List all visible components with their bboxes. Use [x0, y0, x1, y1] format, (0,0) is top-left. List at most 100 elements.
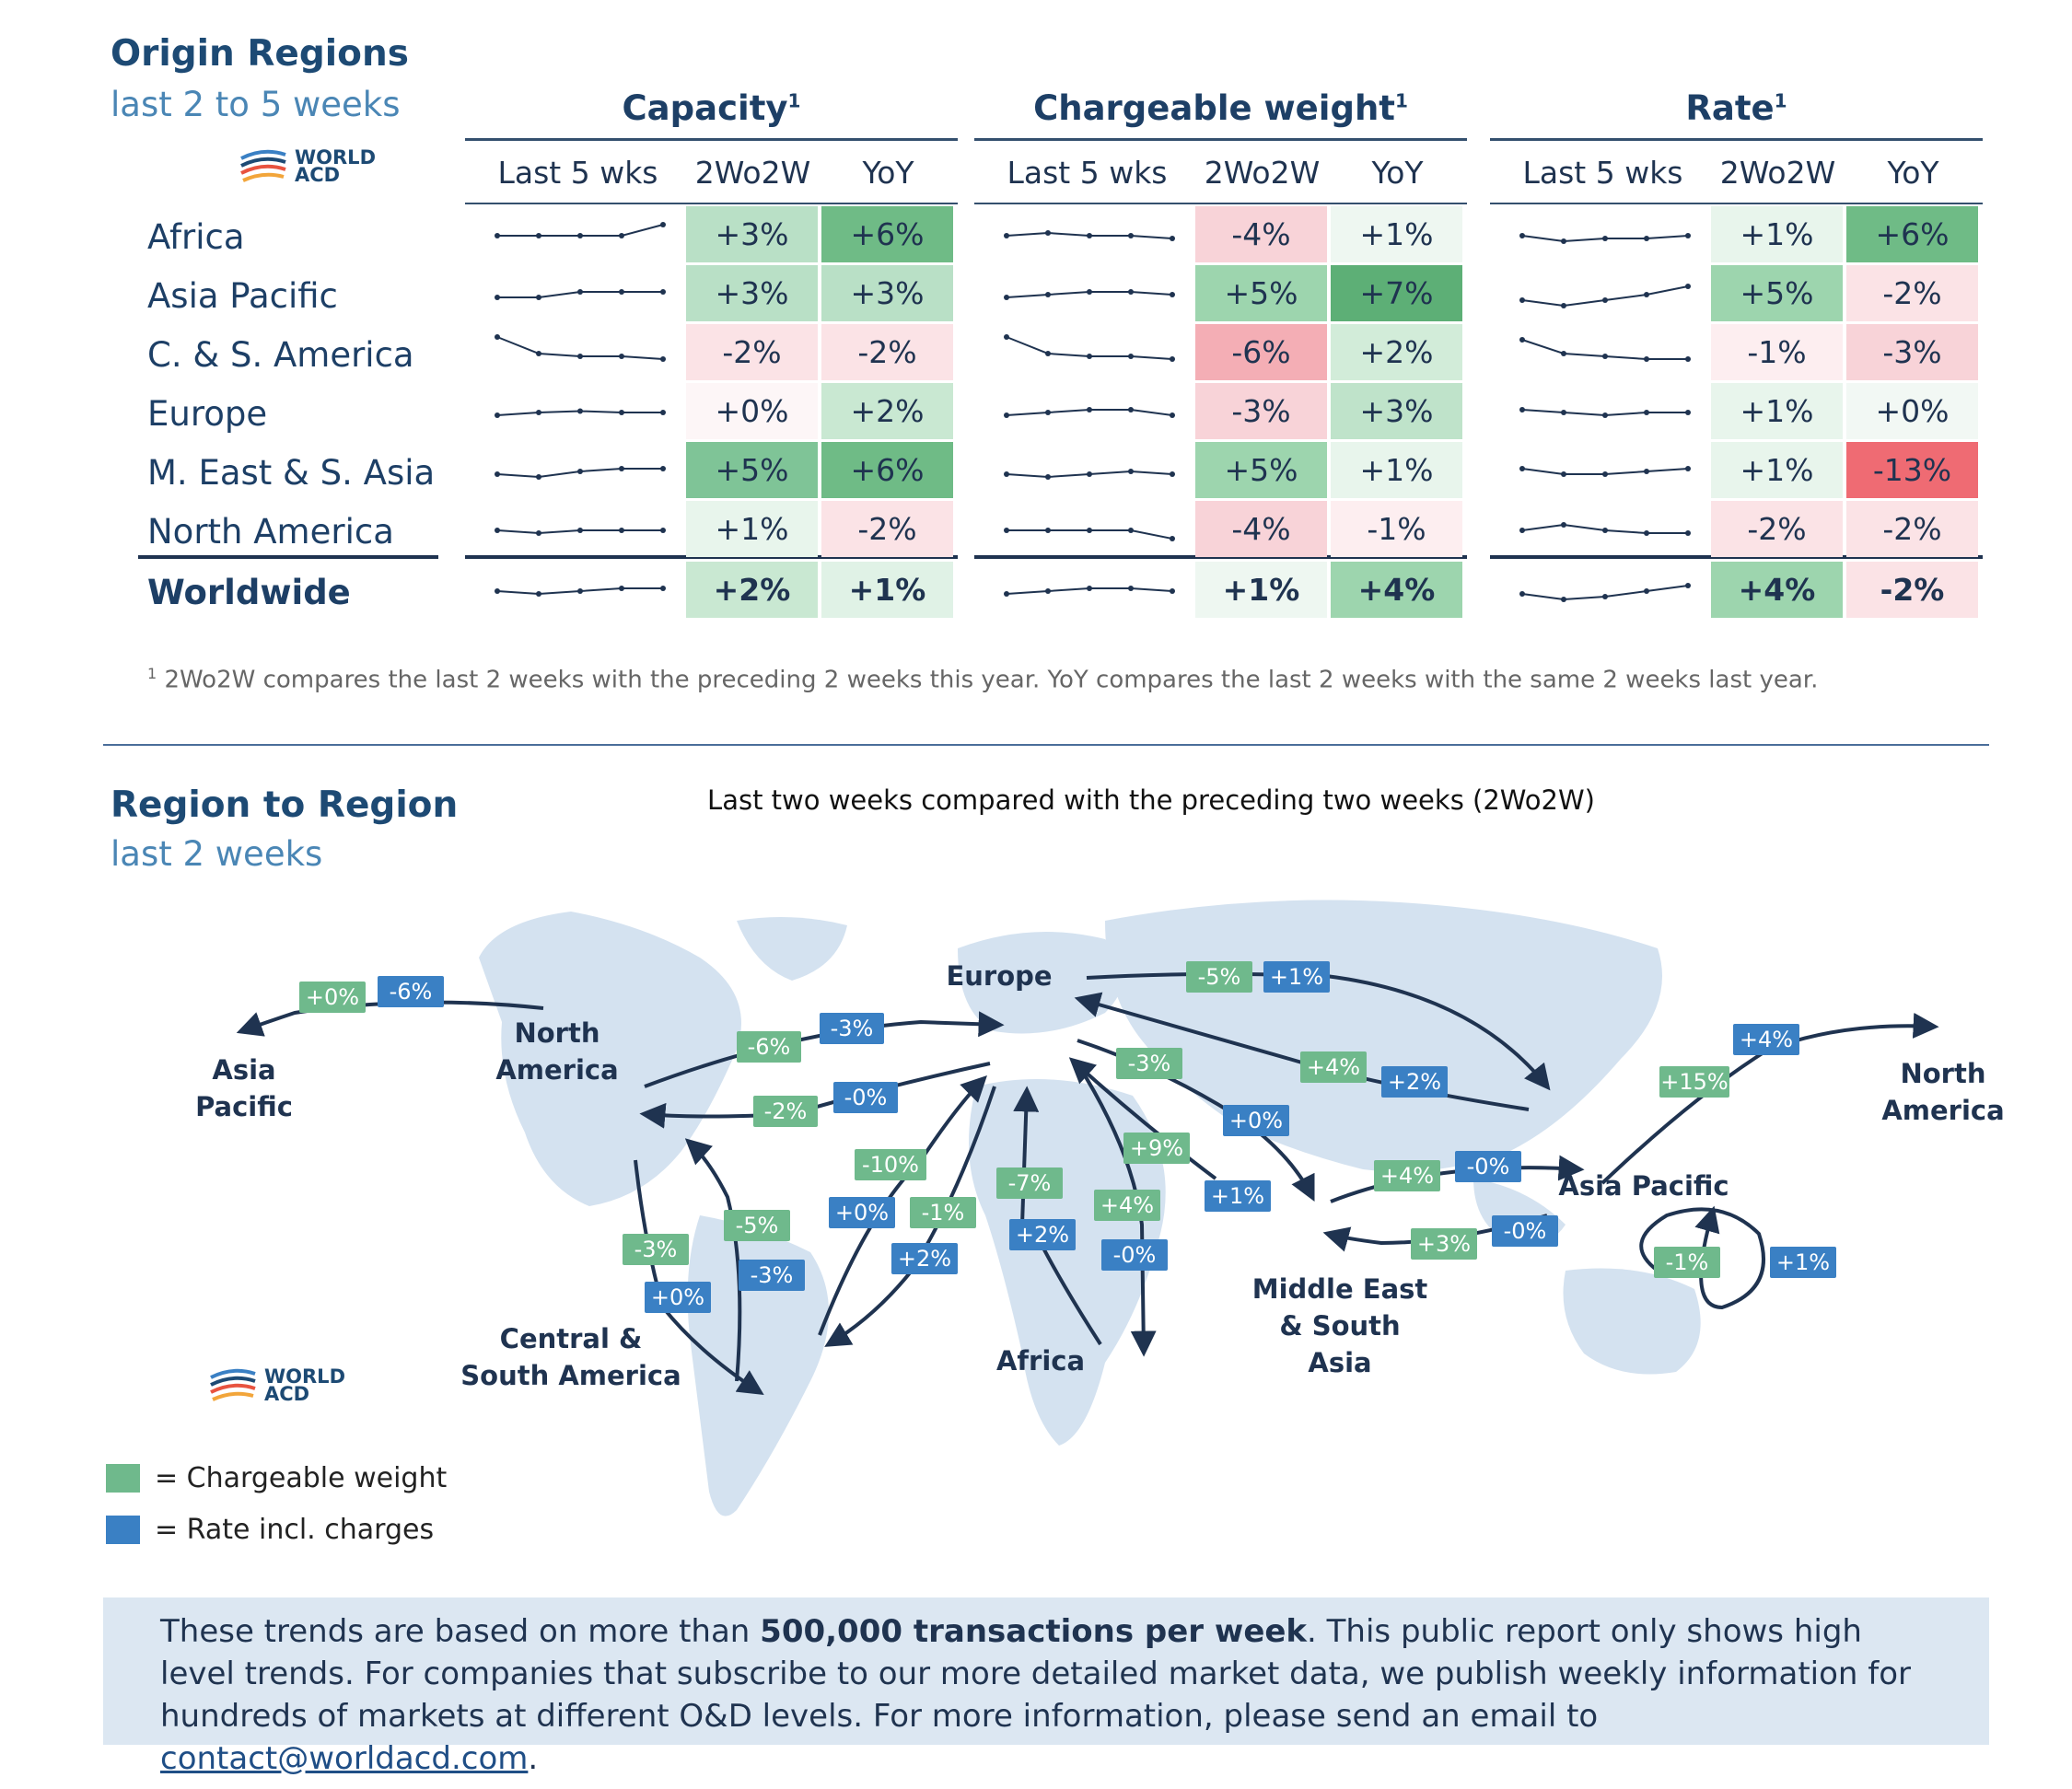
sparkline-point — [1087, 354, 1092, 359]
sparkline — [495, 334, 666, 362]
sparkline-point — [1128, 354, 1134, 359]
sparkline-point — [1644, 236, 1649, 241]
sparkline-point — [495, 588, 500, 594]
sparkline-point — [495, 471, 500, 477]
value-cell: +3% — [1331, 383, 1462, 439]
tag-chargeable-weight: -5% — [724, 1210, 790, 1241]
tag-rate: -3% — [820, 1013, 884, 1044]
info-bold: 500,000 transactions per week — [760, 1613, 1308, 1650]
sparkline-point — [660, 222, 666, 227]
sparkline-point — [1644, 356, 1649, 362]
header-line — [1490, 203, 1983, 204]
tag-rate: +0% — [645, 1282, 711, 1313]
value-cell: +3% — [686, 206, 818, 262]
value-cell: -3% — [1195, 383, 1327, 439]
col-header-2wo2w: 2Wo2W — [694, 155, 811, 191]
sparkline-point — [619, 466, 624, 471]
row-label-africa: Africa — [147, 217, 245, 257]
sparkline-point — [536, 233, 541, 238]
email-link[interactable]: contact@worldacd.com — [160, 1740, 529, 1777]
col-header-2wo2w: 2Wo2W — [1204, 155, 1321, 191]
worldacd-logo: WORLD ACD — [238, 145, 376, 192]
value-cell: +0% — [686, 383, 818, 439]
tag-chargeable-weight: -1% — [1654, 1247, 1720, 1278]
worldacd-logo-map: WORLD ACD — [207, 1365, 345, 1411]
sparkline-point — [619, 354, 624, 359]
legend-label-chargeable-weight: = Chargeable weight — [155, 1462, 448, 1494]
sparkline-point — [495, 412, 500, 418]
tag-rate: -0% — [1101, 1239, 1168, 1271]
worldwide-separator — [138, 555, 438, 559]
arrow-meast-to-ap — [1330, 1155, 1585, 1203]
sparkline — [1519, 337, 1691, 362]
arrow-intra-ap — [1639, 1205, 1765, 1310]
sparkline-point — [1519, 466, 1525, 471]
row-label-north-america: North America — [147, 512, 394, 552]
tag-rate: +4% — [1733, 1024, 1799, 1055]
tag-rate: +1% — [1205, 1180, 1271, 1212]
value-cell: +3% — [686, 265, 818, 321]
value-cell: -6% — [1195, 324, 1327, 380]
origin-subtitle: last 2 to 5 weeks — [111, 85, 401, 124]
value-cell: +1% — [821, 562, 953, 618]
value-cell: -4% — [1195, 501, 1327, 557]
sparkline — [1004, 289, 1175, 300]
tag-chargeable-weight: -3% — [1116, 1048, 1182, 1079]
value-cell: -2% — [1846, 501, 1978, 557]
value-cell: +6% — [1846, 206, 1978, 262]
row-label-meast-sasia: M. East & S. Asia — [147, 453, 436, 493]
sparkline-point — [1602, 236, 1608, 241]
header-line — [974, 203, 1467, 204]
group-line — [974, 138, 1467, 141]
row-label-asia-pacific: Asia Pacific — [147, 276, 338, 316]
sparkline-point — [1004, 295, 1009, 300]
sparkline-point — [1685, 284, 1691, 289]
sparkline — [495, 222, 666, 238]
col-header-yoy: YoY — [862, 155, 914, 191]
tag-rate: +1% — [1263, 961, 1330, 993]
sparkline-point — [1087, 586, 1092, 591]
sparkline-point — [1561, 471, 1566, 477]
tag-rate: +2% — [891, 1243, 958, 1274]
sparkline-point — [1644, 469, 1649, 474]
row-label-worldwide: Worldwide — [147, 573, 351, 612]
map-label-asia-pacific: Asia Pacific — [1558, 1170, 1729, 1202]
sparkline-point — [1685, 466, 1691, 471]
map-label-middle-east: Middle East & South Asia — [1251, 1273, 1428, 1378]
sparkline-point — [536, 474, 541, 480]
sparkline-point — [1644, 588, 1649, 594]
col-header-last5: Last 5 wks — [497, 155, 658, 191]
sparkline — [1004, 528, 1175, 541]
sparkline-point — [536, 295, 541, 300]
tag-chargeable-weight: -3% — [623, 1234, 689, 1265]
value-cell: +1% — [1711, 206, 1843, 262]
value-cell: +2% — [821, 383, 953, 439]
sparkline-point — [536, 410, 541, 415]
tag-rate: -0% — [1492, 1215, 1558, 1247]
value-cell: -4% — [1195, 206, 1327, 262]
sparkline-point — [1087, 289, 1092, 295]
value-cell: -2% — [821, 501, 953, 557]
group-line — [1490, 138, 1983, 141]
sparkline-point — [1685, 356, 1691, 362]
sparkline-point — [495, 528, 500, 533]
value-cell: +1% — [1331, 206, 1462, 262]
sparkline-point — [1685, 583, 1691, 588]
sparkline-point — [1045, 351, 1051, 356]
sparkline-point — [1561, 238, 1566, 244]
footnote: 1 2Wo2W compares the last 2 weeks with t… — [147, 665, 1819, 694]
value-cell: +1% — [1331, 442, 1462, 498]
tag-chargeable-weight: -10% — [855, 1149, 926, 1180]
sparkline-point — [495, 233, 500, 238]
sparkline-point — [495, 295, 500, 300]
sparkline-point — [1128, 407, 1134, 412]
map-label-europe: Europe — [946, 960, 1053, 992]
sparkline-point — [1602, 354, 1608, 359]
value-cell: +1% — [1711, 442, 1843, 498]
map-label-north-america-east: North America — [1881, 1058, 2005, 1126]
value-cell: -3% — [1846, 324, 1978, 380]
sparkline-point — [577, 528, 583, 533]
sparkline-point — [1045, 588, 1051, 594]
worldwide-separator — [465, 555, 958, 559]
value-cell: +4% — [1711, 562, 1843, 618]
